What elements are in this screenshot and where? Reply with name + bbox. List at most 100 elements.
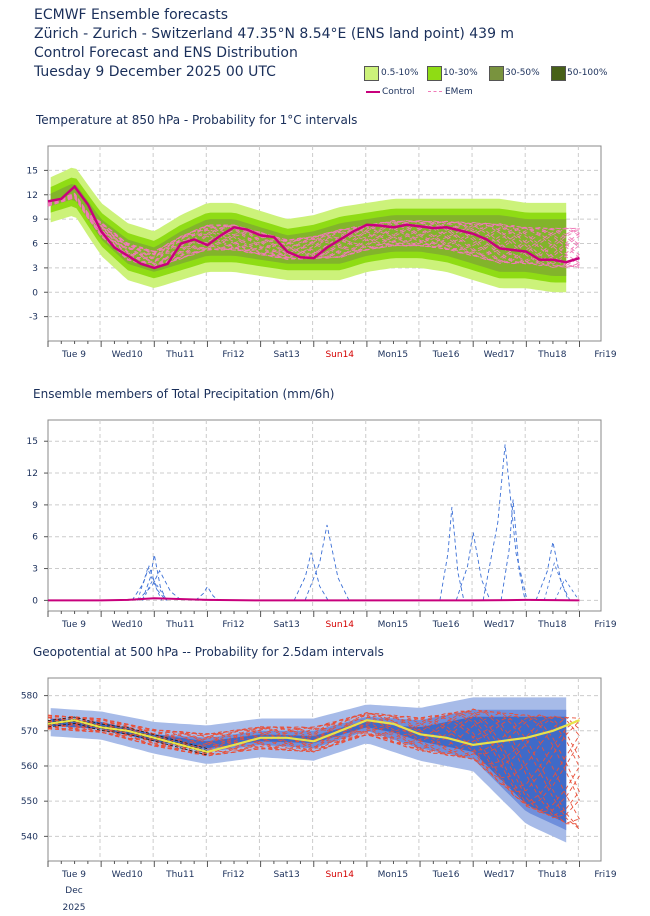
ensemble-member-line [47, 197, 580, 265]
header-date: Tuesday 9 December 2025 00 UTC [34, 64, 276, 80]
x-tick-label: Wed10 [112, 620, 143, 630]
control-line [48, 597, 580, 602]
precip-member-line [195, 585, 220, 601]
y-tick-label: 15 [27, 437, 38, 447]
x-tick-label: Mon15 [378, 870, 408, 880]
precipitation-panel: Ensemble members of Total Precipitation … [27, 387, 617, 630]
legend-swatch-2 [489, 66, 504, 81]
plot-frame [47, 419, 602, 612]
x-tick-label: Sun14 [325, 350, 354, 360]
geop-member-line [47, 708, 580, 824]
panel-title: Ensemble members of Total Precipitation … [33, 387, 335, 401]
x-tick-label: Mon15 [378, 620, 408, 630]
y-tick-label: 0 [32, 288, 38, 298]
geop-member-line [47, 712, 580, 820]
y-tick-label: 550 [21, 797, 38, 807]
y-tick-label: 3 [32, 565, 38, 575]
geop-member-line [47, 713, 580, 801]
temperature-panel: Temperature at 850 hPa - Probability for… [27, 113, 617, 360]
x-tick-label: Wed17 [484, 620, 515, 630]
ensemble-member-line [47, 197, 580, 265]
y-tick-label: 15 [27, 166, 38, 176]
precip-member-line [543, 561, 569, 601]
precip-member-line [455, 532, 491, 601]
x-tick-label: Sun14 [325, 870, 354, 880]
x-tick-label: Sun14 [325, 620, 354, 630]
x-tick-label: Thu18 [537, 870, 567, 880]
header-location: Zürich - Zurich - Switzerland 47.35°N 8.… [34, 26, 515, 42]
panel-title: Temperature at 850 hPa - Probability for… [35, 113, 357, 127]
precip-member-line [304, 524, 350, 601]
x-tick-label: Tue16 [432, 870, 460, 880]
legend-emem-line [428, 91, 442, 92]
precip-member-line [500, 499, 526, 601]
ensemble-member-line [47, 195, 580, 268]
x-tick-label: Sat13 [273, 350, 299, 360]
ensemble-member-line [47, 197, 580, 267]
x-tick-label: Fri19 [594, 350, 616, 360]
x-month-label: Dec [65, 886, 82, 896]
y-tick-label: 580 [21, 692, 38, 702]
y-tick-label: 12 [27, 469, 38, 479]
geop-member-line [47, 716, 208, 750]
y-tick-label: 9 [32, 215, 38, 225]
precip-member-line [137, 567, 163, 601]
legend-swatch-1 [427, 66, 442, 81]
precip-member-line [554, 578, 580, 601]
x-tick-label: Mon15 [378, 350, 408, 360]
x-tick-label: Tue16 [432, 620, 460, 630]
geop-member-line [48, 710, 580, 830]
precip-member-line [439, 506, 465, 601]
x-tick-label: Wed10 [112, 350, 143, 360]
ensemble-member-line [47, 196, 580, 268]
x-tick-label: Tue16 [432, 350, 460, 360]
x-tick-label: Tue 9 [61, 870, 86, 880]
legend-label-1: 10-30% [443, 68, 478, 78]
legend-emem-label: EMem [445, 87, 473, 97]
header-title: ECMWF Ensemble forecasts [34, 7, 229, 23]
legend-label-0: 0.5-10% [381, 68, 419, 78]
x-tick-label: Thu11 [165, 350, 194, 360]
ensemble-member-line [47, 196, 580, 265]
ensemble-member-line [47, 194, 580, 264]
precip-member-line [142, 578, 168, 601]
legend-swatch-0 [364, 66, 379, 81]
legend-swatch-3 [551, 66, 566, 81]
geop-member-line [47, 715, 580, 804]
legend-control-label: Control [382, 87, 415, 97]
x-year-label: 2025 [63, 903, 86, 913]
geop-member-line [47, 712, 580, 765]
ensemble-member-line [47, 196, 580, 268]
x-tick-label: Sat13 [273, 870, 299, 880]
control-line [47, 184, 580, 270]
x-tick-label: Tue 9 [61, 620, 86, 630]
x-tick-label: Tue 9 [61, 350, 86, 360]
x-tick-label: Fri12 [222, 870, 244, 880]
geop-member-line [47, 722, 208, 756]
y-tick-label: 9 [32, 501, 38, 511]
precip-member-line [141, 554, 167, 601]
y-tick-label: 0 [32, 596, 38, 606]
legend-label-2: 30-50% [505, 68, 540, 78]
geopotential-panel: Geopotential at 500 hPa -- Probability f… [21, 645, 617, 913]
x-tick-label: Thu18 [537, 620, 567, 630]
geop-member-line [47, 708, 580, 825]
precip-member-line [137, 569, 182, 601]
header-subtitle: Control Forecast and ENS Distribution [34, 45, 298, 61]
y-tick-label: 6 [32, 533, 38, 543]
control-line [47, 719, 580, 754]
geop-member-line [47, 714, 580, 790]
precip-member-line [482, 444, 528, 601]
geop-member-line [47, 713, 580, 793]
precip-member-line [293, 552, 329, 601]
ensemble-member-line [47, 195, 580, 268]
y-tick-label: 3 [32, 264, 38, 274]
panel-title: Geopotential at 500 hPa -- Probability f… [33, 645, 384, 659]
x-tick-label: Thu11 [165, 870, 194, 880]
x-tick-label: Sat13 [273, 620, 299, 630]
x-tick-label: Fri19 [594, 870, 616, 880]
precip-member-line [131, 565, 167, 601]
x-tick-label: Wed10 [112, 870, 143, 880]
x-tick-label: Thu18 [537, 350, 567, 360]
